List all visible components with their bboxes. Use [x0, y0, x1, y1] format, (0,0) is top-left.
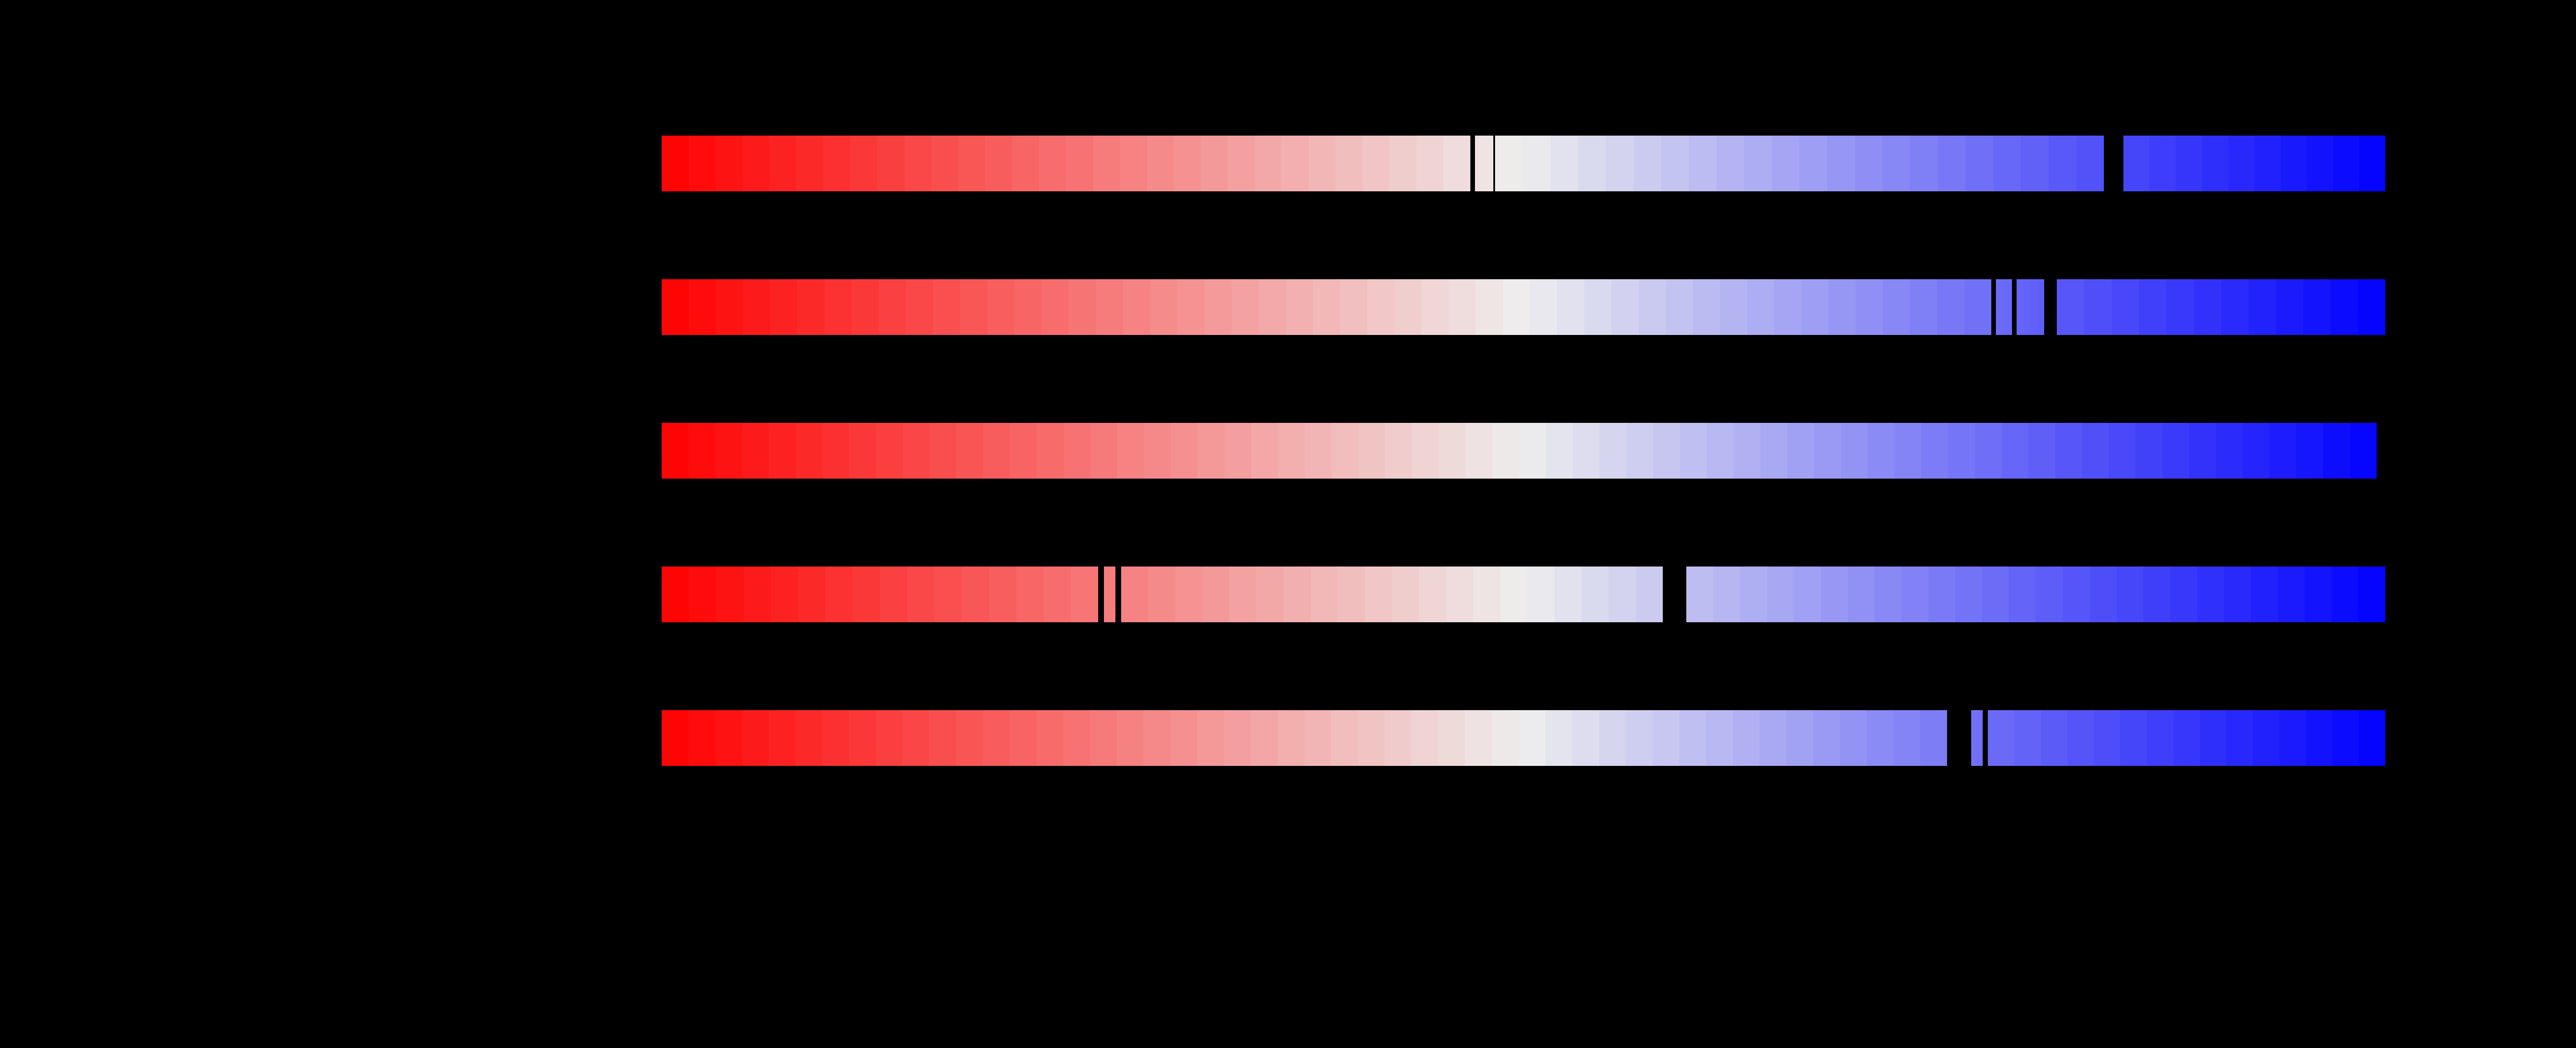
colorbar-segment — [1121, 567, 1663, 622]
colorbar-segment — [1104, 567, 1115, 622]
colorbar-segment — [2017, 279, 2044, 335]
colorbar-segment — [1686, 567, 2385, 622]
colorbar-track — [0, 567, 2576, 622]
colorbar-segment — [662, 423, 2377, 479]
colorbar-track — [0, 136, 2576, 191]
colorbar-track — [0, 710, 2576, 766]
colorbar-segment — [662, 279, 1991, 335]
colorbar-segment — [662, 136, 1470, 191]
colorbar-segment — [2123, 136, 2385, 191]
colorbar-segment — [1988, 710, 2385, 766]
colorbar-segment — [1971, 710, 1983, 766]
colorbar-segment — [662, 710, 1947, 766]
colorbar-segment — [662, 567, 1098, 622]
colorbar-segment — [2057, 279, 2385, 335]
colorbar-segment — [1495, 136, 2104, 191]
colorbar-segment — [1475, 136, 1493, 191]
colorbar-track — [0, 279, 2576, 335]
colorbar-segment — [1996, 279, 2012, 335]
colorbar-track — [0, 423, 2576, 479]
